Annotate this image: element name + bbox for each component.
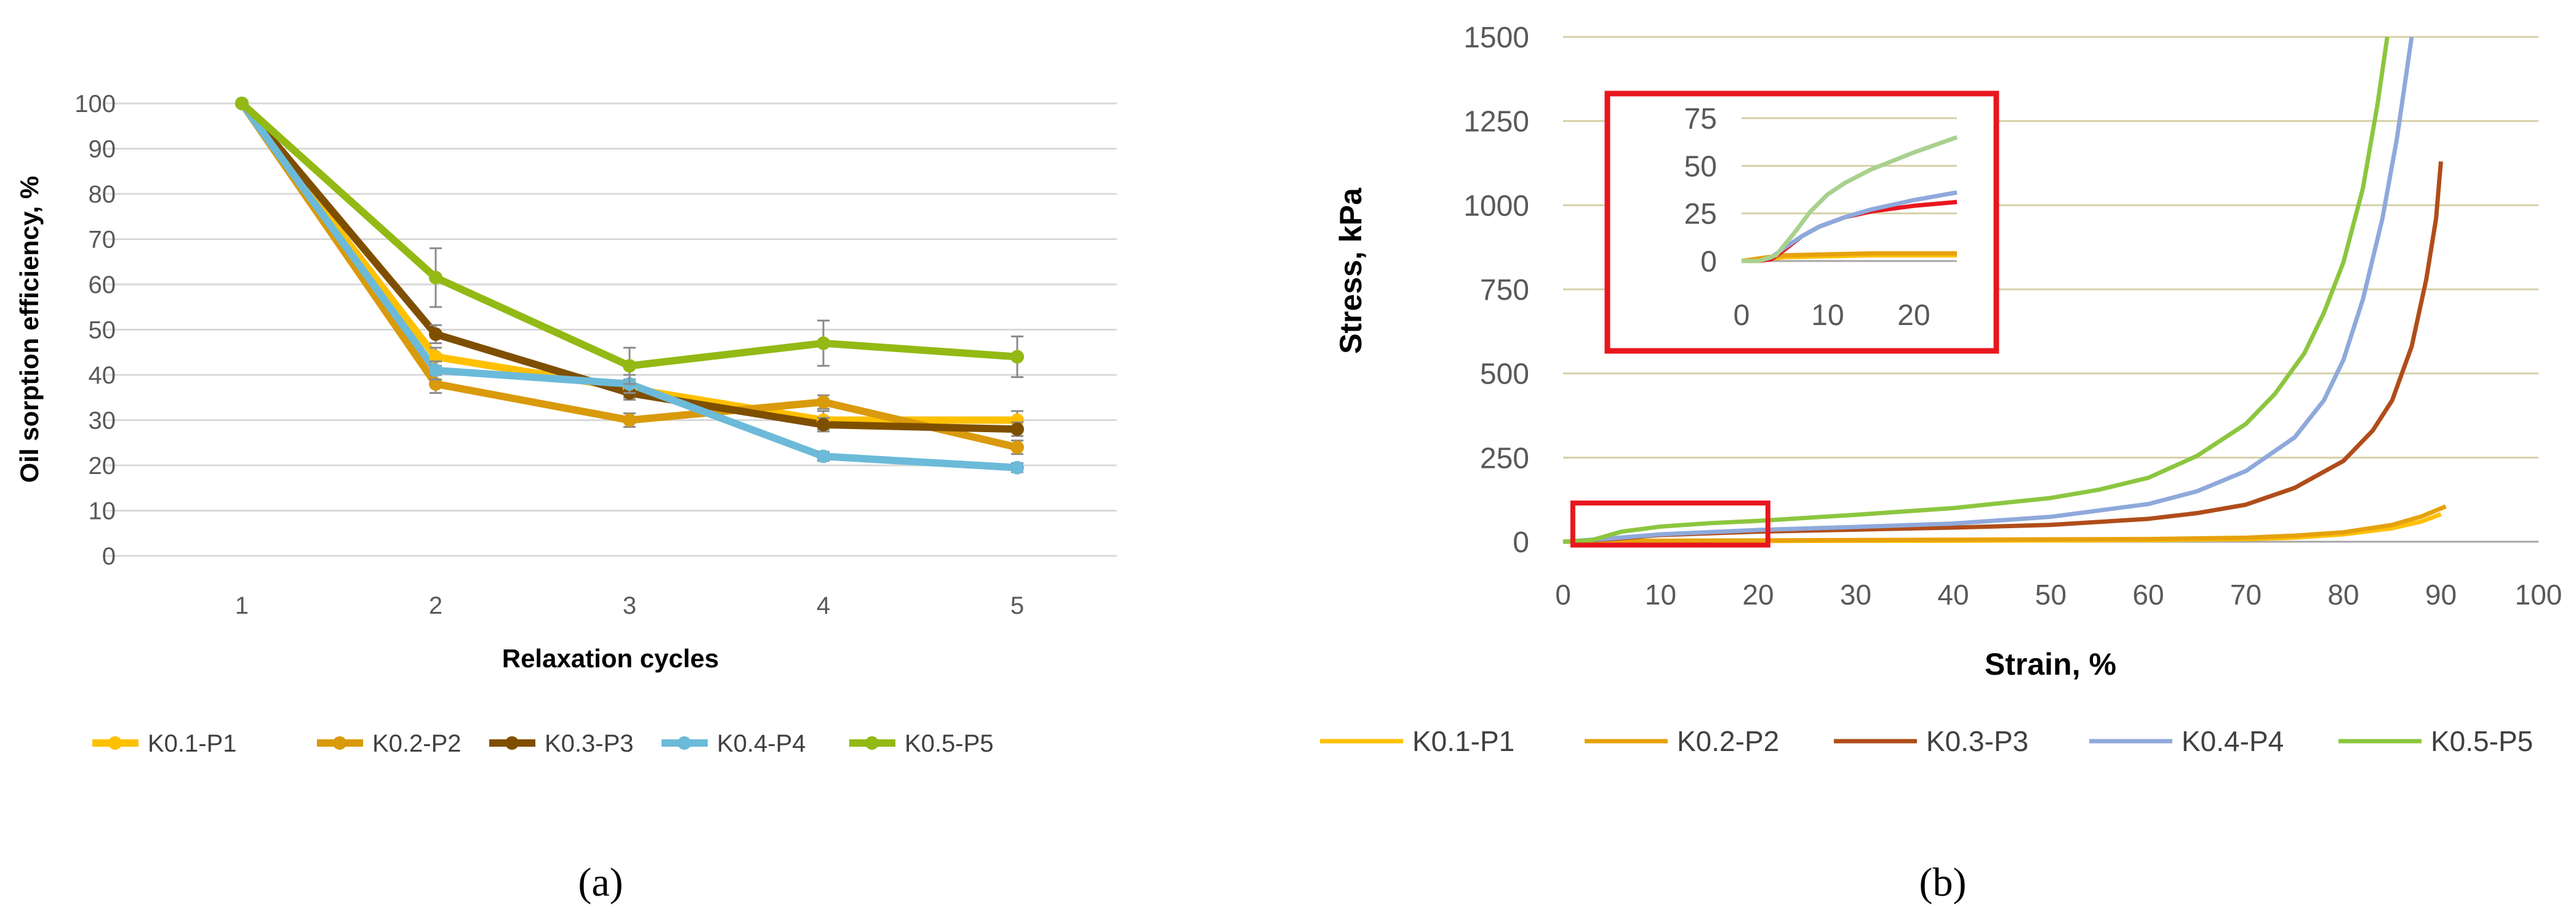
- legend-label-a: K0.2-P2: [372, 730, 462, 757]
- data-point-a: [429, 350, 442, 364]
- x-tick-label-b: 80: [2327, 579, 2359, 611]
- data-point-a: [623, 359, 636, 373]
- data-point-a: [1010, 460, 1024, 475]
- chart-panel-a: 0 10 20 30 40 50 60 70 80 90 100 1 2 3 4 5 Relaxation cy…: [15, 90, 1117, 757]
- y-axis-title-b: Stress, kPa: [1334, 187, 1368, 354]
- y-tick-label-b: 1000: [1463, 190, 1529, 222]
- legend-label-a: K0.3-P3: [545, 730, 634, 757]
- x-tick-label-b: 70: [2230, 579, 2262, 611]
- legend-label-b: K0.3-P3: [1926, 725, 2028, 757]
- legend-marker-a: [505, 736, 519, 750]
- y-tick-label-a: 100: [74, 90, 116, 118]
- x-tick-label-b: 0: [1555, 579, 1571, 611]
- x-tick-label-b: 40: [1937, 579, 1969, 611]
- y-tick-label-b: 0: [1513, 526, 1529, 559]
- y-tick-label-b: 1500: [1463, 22, 1529, 54]
- data-point-a: [429, 270, 442, 284]
- y-tick-label-a: 70: [89, 227, 116, 254]
- y-tick-label-a: 10: [89, 498, 116, 525]
- x-tick-label-b: 90: [2425, 579, 2457, 611]
- y-tick-label-b: 1250: [1463, 106, 1529, 139]
- inset-y-tick-label: 0: [1700, 246, 1717, 278]
- data-point-a: [817, 417, 830, 432]
- inset-x-tick-label: 0: [1734, 299, 1750, 332]
- y-tick-label-a: 20: [89, 452, 116, 480]
- y-tick-label-a: 60: [89, 271, 116, 299]
- y-tick-label-a: 30: [89, 408, 116, 435]
- x-tick-label-b: 100: [2515, 579, 2562, 611]
- x-tick-label-a: 1: [235, 592, 249, 619]
- legend-marker-a: [678, 736, 691, 750]
- inset-series-line: [1742, 135, 1958, 263]
- y-tick-label-b: 250: [1480, 442, 1529, 475]
- y-tick-label-b: 500: [1480, 358, 1529, 391]
- x-tick-label-b: 10: [1645, 579, 1676, 611]
- data-point-a: [1010, 440, 1024, 454]
- data-point-a: [1010, 422, 1024, 436]
- data-point-a: [429, 377, 442, 391]
- y-tick-label-a: 50: [89, 317, 116, 344]
- y-axis-title-a: Oil sorption efficiency, %: [15, 176, 44, 483]
- x-tick-label-a: 2: [429, 592, 442, 619]
- x-tick-label-a: 5: [1010, 592, 1024, 619]
- x-axis-title-a: Relaxation cycles: [502, 644, 719, 673]
- inset-x-tick-label: 20: [1897, 299, 1930, 332]
- data-point-a: [429, 327, 442, 341]
- series-line-b: [1562, 36, 2390, 544]
- legend-label-a: K0.1-P1: [148, 730, 237, 757]
- legend-label-b: K0.2-P2: [1677, 725, 1779, 757]
- caption-a: (a): [578, 860, 623, 905]
- series-line-b: [1562, 36, 2414, 544]
- inset-y-tick-label: 50: [1684, 150, 1717, 183]
- inset-y-tick-label: 25: [1684, 198, 1717, 231]
- data-point-a: [623, 413, 636, 427]
- legend-marker-a: [865, 736, 879, 750]
- legend-label-b: K0.1-P1: [1412, 725, 1514, 757]
- y-tick-label-a: 0: [102, 543, 116, 570]
- x-axis-title-b: Strain, %: [1985, 647, 2116, 681]
- data-point-a: [817, 449, 830, 464]
- caption-b: (b): [1919, 860, 1967, 905]
- x-tick-label-b: 60: [2132, 579, 2164, 611]
- series-line-a: [238, 100, 1021, 370]
- x-tick-label-b: 50: [2035, 579, 2066, 611]
- y-tick-label-a: 40: [89, 362, 116, 389]
- y-tick-label-a: 80: [89, 181, 116, 208]
- inset-x-tick-label: 10: [1811, 299, 1844, 332]
- series-line-b: [1562, 504, 2447, 544]
- y-tick-label-b: 750: [1480, 274, 1529, 307]
- legend-label-a: K0.5-P5: [905, 730, 994, 757]
- legend-label-b: K0.4-P4: [2182, 725, 2284, 757]
- x-tick-label-a: 3: [623, 592, 636, 619]
- x-tick-label-b: 20: [1742, 579, 1774, 611]
- x-tick-label-a: 4: [817, 592, 830, 619]
- data-point-a: [817, 395, 830, 409]
- legend-marker-a: [108, 736, 122, 750]
- data-point-a: [817, 336, 830, 350]
- legend-marker-a: [333, 736, 346, 750]
- x-tick-label-b: 30: [1840, 579, 1871, 611]
- y-tick-label-a: 90: [89, 136, 116, 163]
- data-point-a: [429, 363, 442, 377]
- zoom-region-box: [1570, 500, 1770, 548]
- legend-label-a: K0.4-P4: [717, 730, 806, 757]
- inset-y-tick-label: 75: [1684, 103, 1717, 135]
- legend-label-b: K0.5-P5: [2431, 725, 2533, 757]
- data-point-a: [235, 97, 249, 110]
- data-point-a: [1010, 350, 1024, 364]
